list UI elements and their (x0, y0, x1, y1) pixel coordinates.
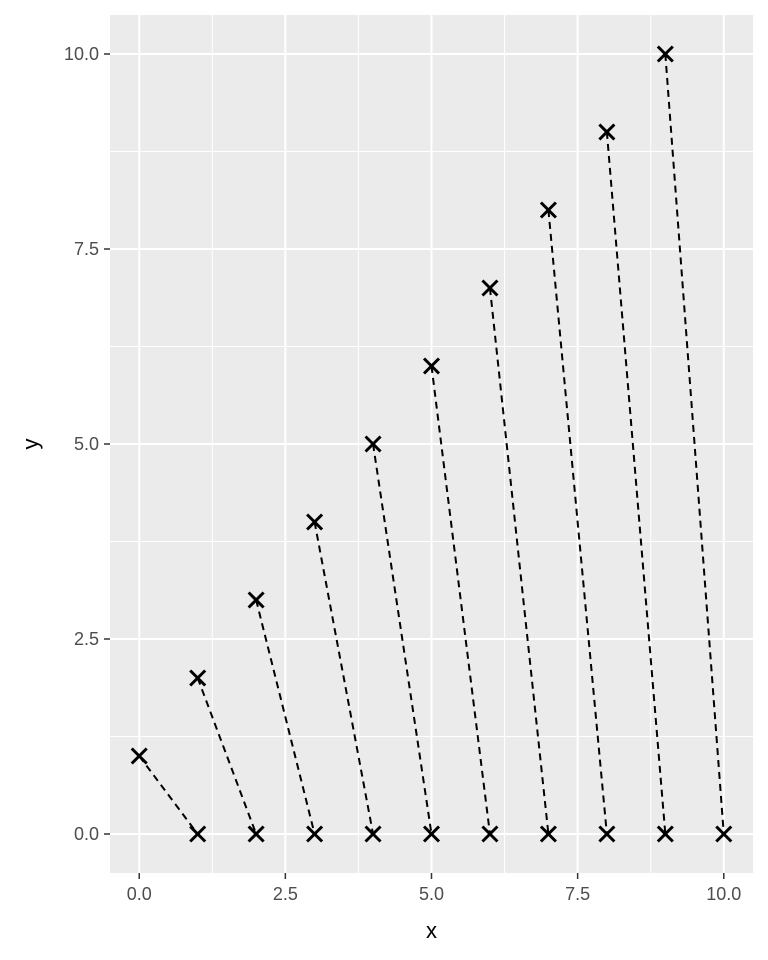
marker-stroke (306, 825, 324, 843)
point-upper (247, 591, 265, 609)
marker-stroke (598, 825, 616, 843)
y-tick-label: 0.0 (74, 824, 99, 844)
marker-stroke (364, 435, 382, 453)
x-tick-label: 7.5 (565, 884, 590, 904)
point-upper (130, 747, 148, 765)
point-upper (364, 435, 382, 453)
marker-stroke (306, 513, 324, 531)
marker-stroke (539, 825, 557, 843)
marker-stroke (481, 825, 499, 843)
y-tick-label: 2.5 (74, 629, 99, 649)
marker-stroke (422, 357, 441, 375)
marker-stroke (189, 669, 207, 687)
y-axis: 0.0 2.5 5.0 7.5 10.0 (64, 44, 110, 844)
marker-stroke (656, 45, 674, 63)
dashed-segment (313, 521, 375, 835)
x-tick-label: 2.5 (273, 884, 298, 904)
point-upper (539, 201, 557, 219)
point-upper (481, 279, 499, 297)
point-upper (422, 357, 441, 375)
point-lower (247, 825, 265, 843)
marker-stroke (539, 201, 557, 219)
point-lower (715, 825, 733, 843)
y-axis-title: y (18, 439, 43, 450)
dashed-segment (255, 599, 316, 835)
point-upper (598, 123, 616, 141)
marker-stroke (364, 825, 382, 843)
marker-stroke (598, 123, 616, 141)
dashed-segment (430, 365, 491, 835)
point-lower (539, 825, 557, 843)
dashed-segment (196, 677, 258, 835)
y-tick-label: 10.0 (64, 44, 99, 64)
x-axis-title: x (426, 918, 437, 943)
point-lower (598, 825, 616, 843)
point-lower (364, 825, 382, 843)
x-tick-label: 0.0 (127, 884, 152, 904)
marker-stroke (422, 825, 441, 843)
point-upper (306, 513, 324, 531)
marker-stroke (715, 825, 733, 843)
dashed-segment (138, 755, 199, 835)
points-layer (130, 45, 733, 843)
point-lower (656, 825, 674, 843)
dashed-segment (605, 131, 667, 835)
x-tick-label: 10.0 (706, 884, 741, 904)
x-tick-label: 5.0 (419, 884, 444, 904)
dashed-segment (372, 443, 433, 835)
marker-stroke (130, 747, 148, 765)
x-axis: 0.0 2.5 5.0 7.5 10.0 (127, 873, 741, 904)
dashed-segment (664, 53, 725, 835)
marker-stroke (247, 591, 265, 609)
segments-layer (138, 53, 725, 835)
point-lower (422, 825, 441, 843)
point-lower (189, 825, 207, 843)
point-lower (306, 825, 324, 843)
point-upper (656, 45, 674, 63)
point-lower (481, 825, 499, 843)
marker-stroke (481, 279, 499, 297)
marker-stroke (247, 825, 265, 843)
dashed-segment (488, 287, 550, 835)
marker-stroke (189, 825, 207, 843)
dashed-segment (547, 209, 608, 835)
y-tick-label: 5.0 (74, 434, 99, 454)
point-upper (189, 669, 207, 687)
marker-stroke (656, 825, 674, 843)
y-tick-label: 7.5 (74, 239, 99, 259)
